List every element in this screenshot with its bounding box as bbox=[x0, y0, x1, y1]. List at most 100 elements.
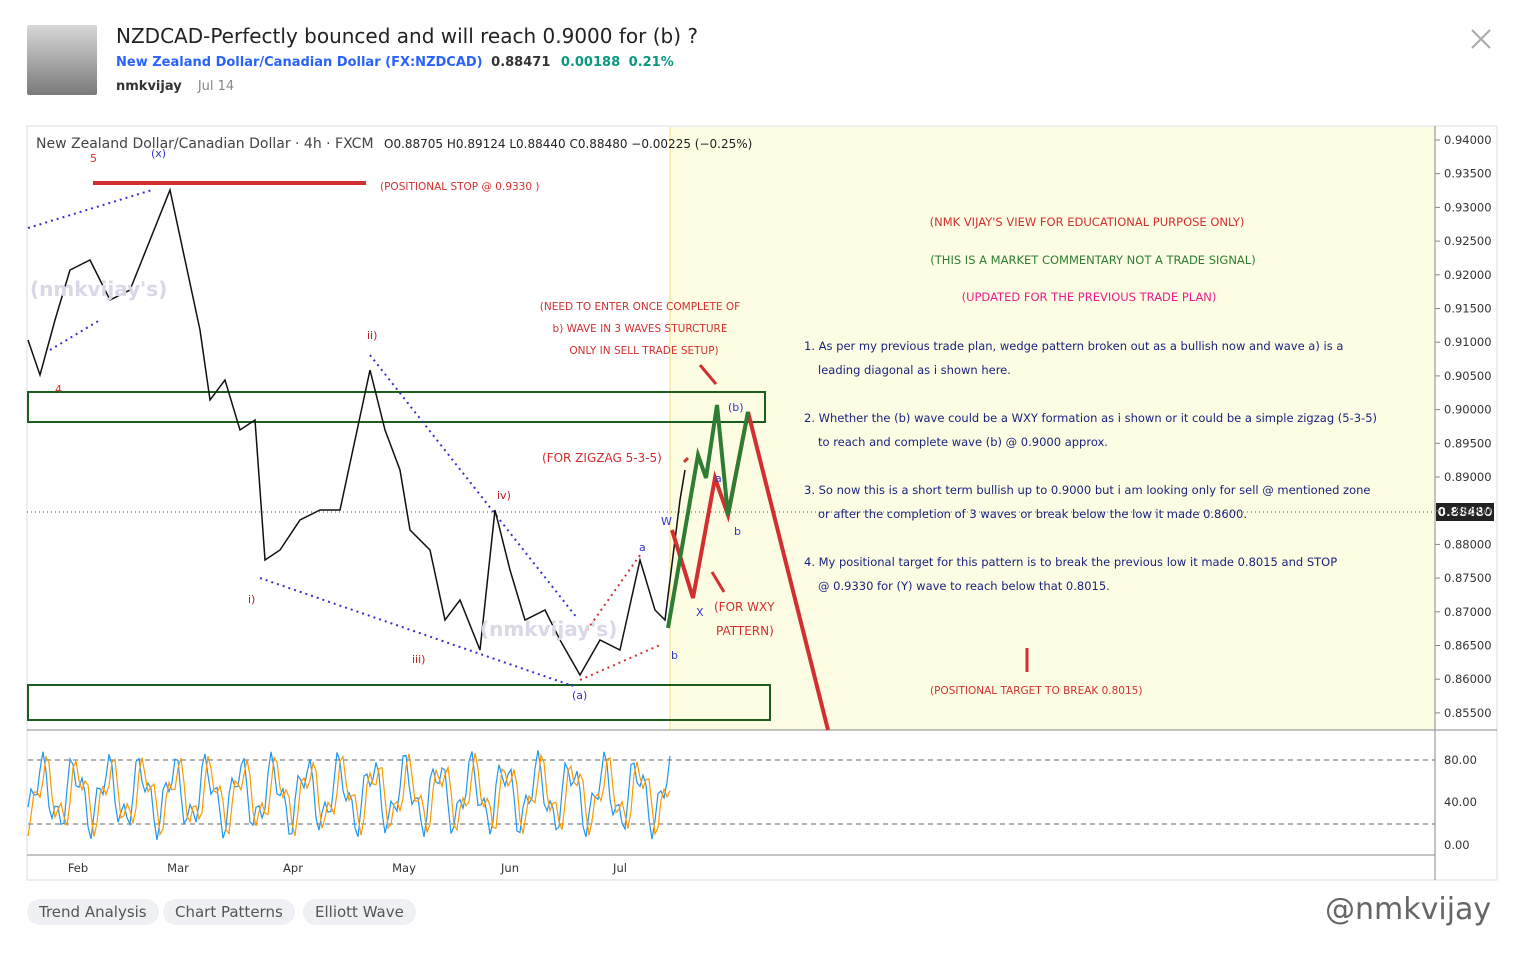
price-tick-label: 0.90500 bbox=[1444, 369, 1492, 383]
target-zone bbox=[27, 684, 771, 721]
note-line: leading diagonal as i shown here. bbox=[818, 363, 1011, 377]
last-price-box bbox=[1436, 503, 1494, 521]
wave-label: a bbox=[639, 541, 646, 554]
price-tick-label: 0.94000 bbox=[1444, 133, 1492, 147]
wave-label: X bbox=[696, 606, 704, 619]
wxy-note: PATTERN) bbox=[716, 624, 774, 638]
wave-label: i) bbox=[248, 593, 255, 606]
price-tick-label: 0.93500 bbox=[1444, 167, 1492, 181]
stop-note: (POSITIONAL STOP @ 0.9330 ) bbox=[380, 181, 539, 193]
close-button[interactable] bbox=[1470, 28, 1492, 50]
target-note: (POSITIONAL TARGET TO BREAK 0.8015) bbox=[930, 685, 1142, 697]
wedge-lines bbox=[27, 189, 578, 687]
wave-label: 4 bbox=[55, 383, 62, 396]
chart: 0.88480 New Zealand Dollar/Canadian Doll… bbox=[26, 125, 1498, 881]
price-tick-label: 0.88000 bbox=[1444, 537, 1492, 551]
price-tick-label: 0.93000 bbox=[1444, 200, 1492, 214]
price-tick-label: 0.86000 bbox=[1444, 672, 1492, 686]
zigzag-note: (FOR ZIGZAG 5-3-5) bbox=[542, 451, 662, 465]
author[interactable]: nmkvijay bbox=[116, 79, 182, 94]
time-tick-label: May bbox=[392, 861, 416, 875]
note-line: 1. As per my previous trade plan, wedge … bbox=[804, 339, 1343, 353]
wxy-note: (FOR WXY bbox=[714, 600, 775, 614]
price-tick-label: 0.88500 bbox=[1444, 504, 1492, 518]
wave-label: W bbox=[661, 515, 672, 528]
view-note: (NMK VIJAY'S VIEW FOR EDUCATIONAL PURPOS… bbox=[930, 215, 1245, 229]
note-line: 4. My positional target for this pattern… bbox=[804, 555, 1337, 569]
price-tick-label: 0.90000 bbox=[1444, 403, 1492, 417]
avatar[interactable] bbox=[27, 25, 97, 95]
time-tick-label: Mar bbox=[167, 861, 189, 875]
updated-note: (UPDATED FOR THE PREVIOUS TRADE PLAN) bbox=[962, 290, 1217, 304]
wave-label: b bbox=[671, 649, 678, 662]
wave-label: (x) bbox=[151, 147, 166, 160]
change-pct: 0.21% bbox=[628, 55, 674, 70]
symbol-name[interactable]: New Zealand Dollar/Canadian Dollar bbox=[116, 55, 381, 70]
annotations: (POSITIONAL STOP @ 0.9330 ) (NEED TO ENT… bbox=[380, 181, 1256, 697]
commentary-note: (THIS IS A MARKET COMMENTARY NOT A TRADE… bbox=[930, 253, 1255, 267]
time-axis: Feb Mar Apr May Jun Jul bbox=[68, 861, 627, 875]
price-axis: 0.94000 0.93500 0.93000 0.92500 0.92000 0.915… bbox=[1435, 133, 1492, 720]
arrows bbox=[682, 364, 1029, 672]
notes: 1. As per my previous trade plan, wedge … bbox=[804, 339, 1377, 593]
symbol-line: New Zealand Dollar/Canadian Dollar (FX:N… bbox=[116, 55, 674, 70]
wave-label: ii) bbox=[367, 329, 377, 342]
projection-green bbox=[666, 404, 750, 629]
highlight-zone bbox=[670, 127, 1435, 730]
price-line bbox=[27, 187, 686, 677]
wave-label: a bbox=[715, 472, 722, 485]
price-tick-label: 0.89000 bbox=[1444, 470, 1492, 484]
sell-zone bbox=[27, 391, 766, 423]
note-line: or after the completion of 3 waves or br… bbox=[818, 507, 1247, 521]
time-tick-label: Apr bbox=[283, 861, 303, 875]
need-note: ONLY IN SELL TRADE SETUP) bbox=[569, 345, 718, 357]
price-tick-label: 0.89500 bbox=[1444, 436, 1492, 450]
price-tick-label: 0.87500 bbox=[1444, 571, 1492, 585]
author-line: nmkvijay Jul 14 bbox=[116, 79, 234, 94]
wave-label: (b) bbox=[728, 401, 744, 414]
oscillator-d bbox=[27, 752, 671, 837]
chart-watermark: (nmkvijay's) bbox=[480, 617, 617, 641]
last-price: 0.88480 bbox=[1438, 505, 1493, 519]
watermark: @nmkvijay bbox=[1325, 892, 1492, 927]
tag[interactable]: Elliott Wave bbox=[303, 899, 416, 925]
change: 0.00188 bbox=[560, 55, 621, 70]
note-line: to reach and complete wave (b) @ 0.9000 … bbox=[818, 435, 1108, 449]
symbol-code[interactable]: (FX:NZDCAD) bbox=[385, 55, 483, 70]
osc-tick-label: 40.00 bbox=[1444, 795, 1477, 809]
chart-watermark: (nmkvijay's) bbox=[30, 277, 167, 301]
oscillator-k bbox=[27, 750, 671, 841]
price-tick-label: 0.91000 bbox=[1444, 335, 1492, 349]
price-tick-label: 0.91500 bbox=[1444, 302, 1492, 316]
time-tick-label: Jun bbox=[500, 861, 519, 875]
time-tick-label: Jul bbox=[612, 861, 627, 875]
price-tick-label: 0.85500 bbox=[1444, 706, 1492, 720]
need-note: b) WAVE IN 3 WAVES STURCTURE bbox=[553, 323, 728, 335]
time-tick-label: Feb bbox=[68, 861, 88, 875]
wave-label: (a) bbox=[572, 689, 587, 702]
osc-tick-label: 80.00 bbox=[1444, 753, 1477, 767]
tag[interactable]: Trend Analysis bbox=[27, 899, 159, 925]
legend-ohlc: O0.88705 H0.89124 L0.88440 C0.88480 −0.0… bbox=[384, 137, 752, 151]
projection-red bbox=[670, 411, 830, 731]
price-tick-label: 0.87000 bbox=[1444, 605, 1492, 619]
price-tick-label: 0.92500 bbox=[1444, 234, 1492, 248]
need-note: (NEED TO ENTER ONCE COMPLETE OF bbox=[540, 301, 740, 313]
note-line: 3. So now this is a short term bullish u… bbox=[804, 483, 1370, 497]
date: Jul 14 bbox=[197, 79, 235, 94]
osc-tick-label: 0.00 bbox=[1444, 838, 1470, 852]
wave-label: iv) bbox=[497, 489, 511, 502]
price-tick-label: 0.92000 bbox=[1444, 268, 1492, 282]
price-tick-label: 0.86500 bbox=[1444, 639, 1492, 653]
note-line: 2. Whether the (b) wave could be a WXY f… bbox=[804, 411, 1377, 425]
price: 0.88471 bbox=[491, 55, 551, 70]
wave-label: b bbox=[734, 525, 741, 538]
diagonal-lines bbox=[579, 554, 661, 681]
title: NZDCAD-Perfectly bounced and will reach … bbox=[116, 24, 698, 48]
wave-label: 5 bbox=[90, 152, 97, 165]
tag[interactable]: Chart Patterns bbox=[163, 899, 295, 925]
note-line: @ 0.9330 for (Y) wave to reach below tha… bbox=[818, 579, 1110, 593]
osc-axis: 80.00 40.00 0.00 bbox=[1444, 753, 1477, 852]
close-icon bbox=[1471, 29, 1491, 49]
